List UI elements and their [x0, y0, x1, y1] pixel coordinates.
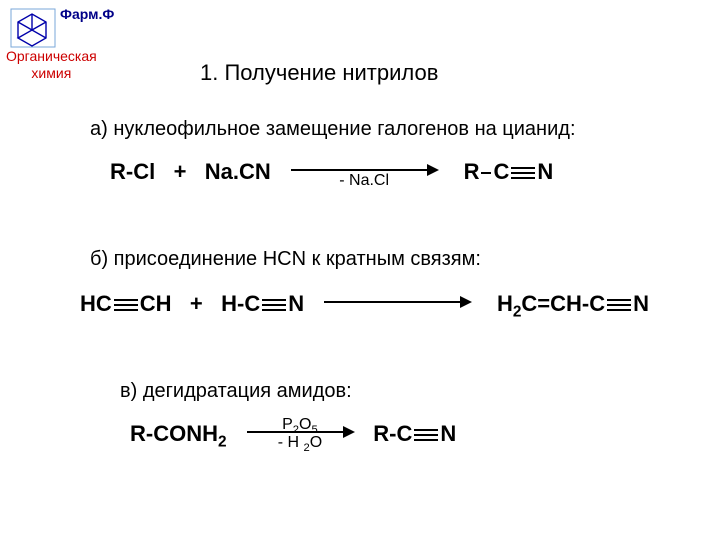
subject-label: Органическая химия	[6, 48, 97, 82]
reaction-c: R-CONH2 P2O5 - H 2O R-CN	[130, 420, 456, 451]
reaction-a: R-Cl + Na.CN - Na.Cl RCN	[110, 158, 553, 188]
rxn-c-arrow-over: P2O5	[245, 416, 355, 436]
rxn-b-product: H2C=CH-CN	[497, 291, 649, 316]
rxn-b-reagent1: HCCH	[80, 291, 178, 316]
rxn-a-reagent2: Na.CN	[205, 159, 271, 184]
triple-bond-icon	[511, 160, 535, 186]
slide: Фарм.Ф Органическая химия 1. Получение н…	[0, 0, 720, 540]
section-c-heading: в) дегидратация амидов:	[120, 380, 352, 403]
plus-icon: +	[190, 291, 203, 316]
reaction-b: HCCH + H-CN H2C=CH-CN	[80, 290, 649, 321]
triple-bond-icon	[607, 292, 631, 318]
rxn-c-arrow-under: - H 2O	[245, 434, 355, 454]
subject-line1: Органическая	[6, 48, 97, 64]
single-bond-icon	[481, 172, 491, 174]
arrow-icon	[322, 290, 472, 314]
rxn-a-arrow: - Na.Cl	[289, 158, 439, 188]
triple-bond-icon	[114, 292, 138, 318]
plus-icon: +	[174, 159, 187, 184]
rxn-b-reagent2: H-CN	[221, 291, 310, 316]
rxn-c-reagent: R-CONH2	[130, 421, 233, 446]
rxn-c-product: R-CN	[373, 421, 456, 446]
cube-logo-icon	[10, 8, 56, 53]
subject-line2: химия	[31, 65, 71, 81]
triple-bond-icon	[414, 422, 438, 448]
faculty-label: Фарм.Ф	[60, 6, 114, 22]
section-b-heading: б) присоединение HCN к кратным связям:	[90, 248, 481, 271]
triple-bond-icon	[262, 292, 286, 318]
rxn-c-arrow: P2O5 - H 2O	[245, 420, 355, 450]
header	[10, 8, 56, 53]
rxn-a-reagent1: R-Cl	[110, 159, 155, 184]
rxn-a-product: RCN	[464, 159, 554, 184]
slide-title: 1. Получение нитрилов	[200, 60, 438, 86]
section-a-heading: а) нуклеофильное замещение галогенов на …	[90, 118, 576, 141]
rxn-a-arrow-under: - Na.Cl	[289, 172, 439, 190]
rxn-b-arrow	[322, 290, 472, 320]
